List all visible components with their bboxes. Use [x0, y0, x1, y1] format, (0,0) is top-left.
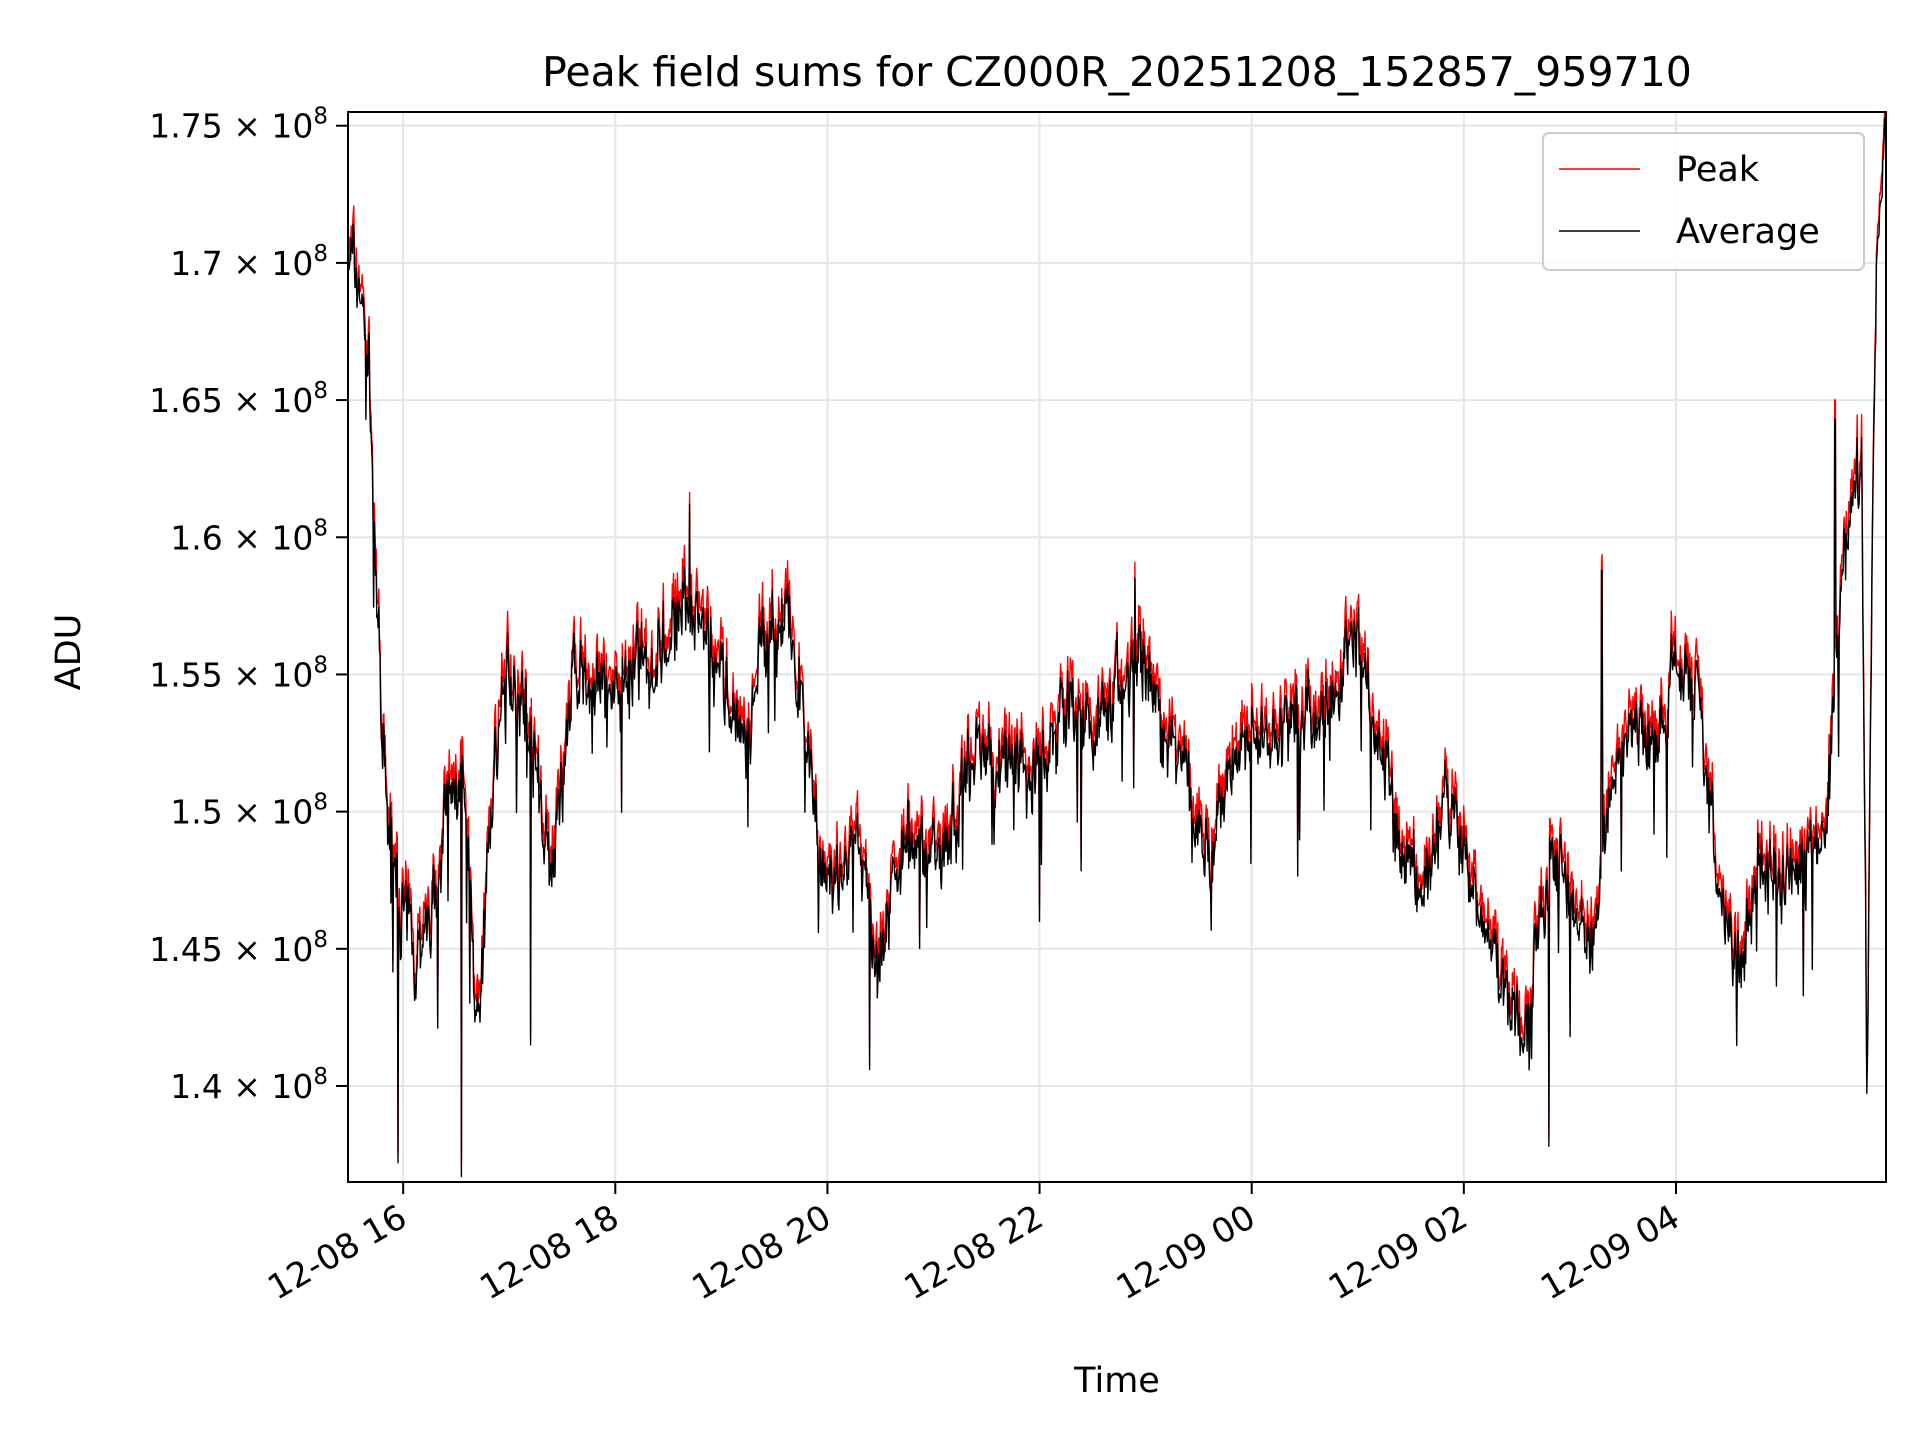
legend-box: [1542, 132, 1865, 271]
series-line-average: [347, 117, 1887, 1178]
y-tick-label: 1.4 × 108: [170, 1064, 328, 1106]
series-group: [347, 111, 1887, 1178]
legend: Peak Average: [1542, 132, 1865, 271]
y-axis: 1.4 × 108 1.45 × 108 1.5 × 108 1.55 × 108 1.…: [149, 104, 348, 1106]
y-tick-label: 1.65 × 108: [149, 378, 328, 420]
axes-frame: [347, 111, 1887, 1183]
y-axis-label: ADU: [49, 614, 89, 691]
y-tick-label: 1.75 × 108: [149, 104, 328, 146]
y-tick-label: 1.6 × 108: [170, 515, 328, 557]
y-tick-label: 1.7 × 108: [170, 241, 328, 283]
y-tick-label: 1.45 × 108: [149, 927, 328, 969]
x-axis-label: Time: [1073, 1361, 1160, 1401]
chart-title: Peak field sums for CZ000R_20251208_1528…: [542, 48, 1692, 96]
legend-peak-label: Peak: [1676, 150, 1760, 190]
legend-average-label: Average: [1676, 212, 1820, 252]
y-tick-label: 1.5 × 108: [170, 790, 328, 832]
series-line-peak: [347, 111, 1887, 1167]
y-tick-label: 1.55 × 108: [149, 652, 328, 694]
